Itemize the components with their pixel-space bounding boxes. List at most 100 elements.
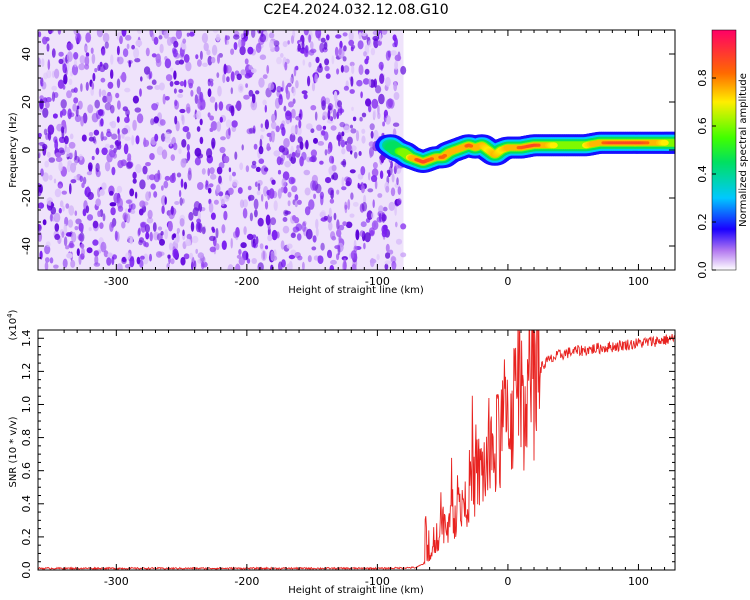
noise-speckle bbox=[381, 224, 388, 235]
noise-speckle bbox=[78, 254, 82, 265]
noise-speckle bbox=[342, 221, 347, 227]
noise-speckle bbox=[281, 80, 285, 91]
noise-speckle bbox=[385, 50, 391, 61]
noise-speckle bbox=[210, 212, 216, 220]
noise-speckle bbox=[96, 30, 104, 38]
noise-speckle bbox=[320, 195, 324, 206]
noise-speckle bbox=[305, 123, 313, 130]
noise-speckle bbox=[106, 257, 112, 266]
noise-speckle bbox=[45, 241, 51, 248]
noise-speckle bbox=[136, 256, 141, 265]
noise-speckle bbox=[340, 139, 346, 148]
noise-speckle bbox=[80, 83, 83, 92]
noise-speckle bbox=[223, 194, 230, 202]
noise-speckle bbox=[302, 261, 305, 270]
noise-speckle bbox=[243, 94, 250, 100]
snr-series bbox=[38, 330, 675, 570]
snr-x-ticks: -300 -200 -100 0 100 bbox=[63, 330, 666, 588]
noise-speckle bbox=[44, 244, 51, 255]
noise-speckle bbox=[164, 58, 172, 69]
noise-speckle bbox=[388, 201, 396, 211]
noise-speckle bbox=[176, 227, 181, 234]
noise-speckle bbox=[134, 107, 142, 113]
noise-speckle bbox=[255, 90, 260, 95]
noise-speckle bbox=[69, 240, 74, 248]
noise-speckle bbox=[174, 115, 178, 125]
noise-speckle bbox=[176, 172, 182, 178]
noise-speckle bbox=[169, 81, 174, 87]
noise-speckle bbox=[168, 242, 173, 251]
noise-speckle bbox=[109, 150, 116, 158]
noise-speckle bbox=[175, 30, 182, 40]
noise-speckle bbox=[270, 217, 277, 226]
noise-speckle bbox=[69, 183, 72, 195]
noise-speckle bbox=[48, 30, 54, 34]
noise-speckle bbox=[166, 36, 173, 46]
noise-speckle bbox=[345, 181, 351, 187]
noise-speckle bbox=[384, 260, 391, 265]
noise-speckle bbox=[283, 186, 288, 194]
noise-speckle bbox=[274, 45, 280, 52]
noise-speckle bbox=[396, 177, 399, 186]
noise-speckle bbox=[92, 220, 99, 229]
noise-speckle bbox=[138, 227, 141, 236]
noise-speckle bbox=[228, 127, 231, 136]
noise-speckle bbox=[314, 111, 318, 121]
noise-speckle bbox=[91, 53, 96, 64]
noise-speckle bbox=[107, 81, 114, 89]
colorbar: 0.0 0.2 0.4 0.6 0.8 Normalized spectral ampl… bbox=[696, 29, 749, 279]
noise-speckle bbox=[167, 220, 173, 232]
noise-speckle bbox=[240, 69, 246, 76]
noise-speckle bbox=[301, 221, 307, 232]
noise-speckle bbox=[124, 263, 132, 269]
noise-speckle bbox=[269, 135, 272, 142]
noise-speckle bbox=[392, 122, 400, 127]
noise-speckle bbox=[396, 198, 402, 206]
track-blob bbox=[660, 139, 669, 146]
noise-speckle bbox=[359, 116, 363, 122]
noise-speckle bbox=[78, 222, 84, 232]
noise-speckle bbox=[143, 66, 151, 75]
noise-speckle bbox=[251, 164, 257, 169]
noise-speckle bbox=[149, 253, 152, 262]
noise-speckle bbox=[50, 201, 54, 207]
noise-speckle bbox=[392, 42, 397, 48]
noise-speckle bbox=[209, 127, 214, 132]
noise-speckle bbox=[170, 154, 175, 162]
noise-speckle bbox=[75, 218, 82, 225]
noise-speckle bbox=[211, 44, 218, 56]
noise-speckle bbox=[71, 231, 77, 243]
noise-speckle bbox=[336, 189, 340, 195]
noise-speckle bbox=[218, 162, 225, 169]
noise-speckle bbox=[303, 93, 308, 100]
noise-speckle bbox=[371, 220, 379, 231]
noise-speckle bbox=[140, 221, 147, 228]
noise-speckle bbox=[172, 248, 179, 259]
noise-speckle bbox=[196, 218, 202, 224]
noise-speckle bbox=[208, 202, 214, 213]
noise-speckle bbox=[368, 141, 375, 147]
noise-speckle bbox=[343, 125, 351, 133]
noise-speckle bbox=[188, 211, 194, 221]
noise-speckle bbox=[360, 184, 365, 194]
noise-speckle bbox=[239, 45, 246, 56]
noise-speckle bbox=[330, 125, 337, 131]
x-tick-label: 0 bbox=[504, 575, 511, 588]
noise-speckle bbox=[131, 135, 135, 146]
noise-speckle bbox=[38, 31, 42, 38]
noise-speckle bbox=[311, 246, 317, 251]
noise-speckle bbox=[135, 163, 142, 174]
noise-speckle bbox=[157, 226, 163, 231]
noise-speckle bbox=[85, 32, 92, 43]
noise-speckle bbox=[110, 207, 116, 216]
noise-speckle bbox=[241, 144, 244, 151]
noise-speckle bbox=[153, 173, 160, 183]
noise-speckle bbox=[43, 72, 48, 80]
noise-speckle bbox=[48, 174, 53, 181]
noise-speckle bbox=[342, 56, 347, 62]
noise-speckle bbox=[349, 213, 355, 218]
noise-speckle bbox=[237, 187, 243, 194]
noise-speckle bbox=[180, 158, 187, 168]
noise-speckle bbox=[140, 255, 145, 260]
noise-speckle bbox=[122, 212, 128, 221]
